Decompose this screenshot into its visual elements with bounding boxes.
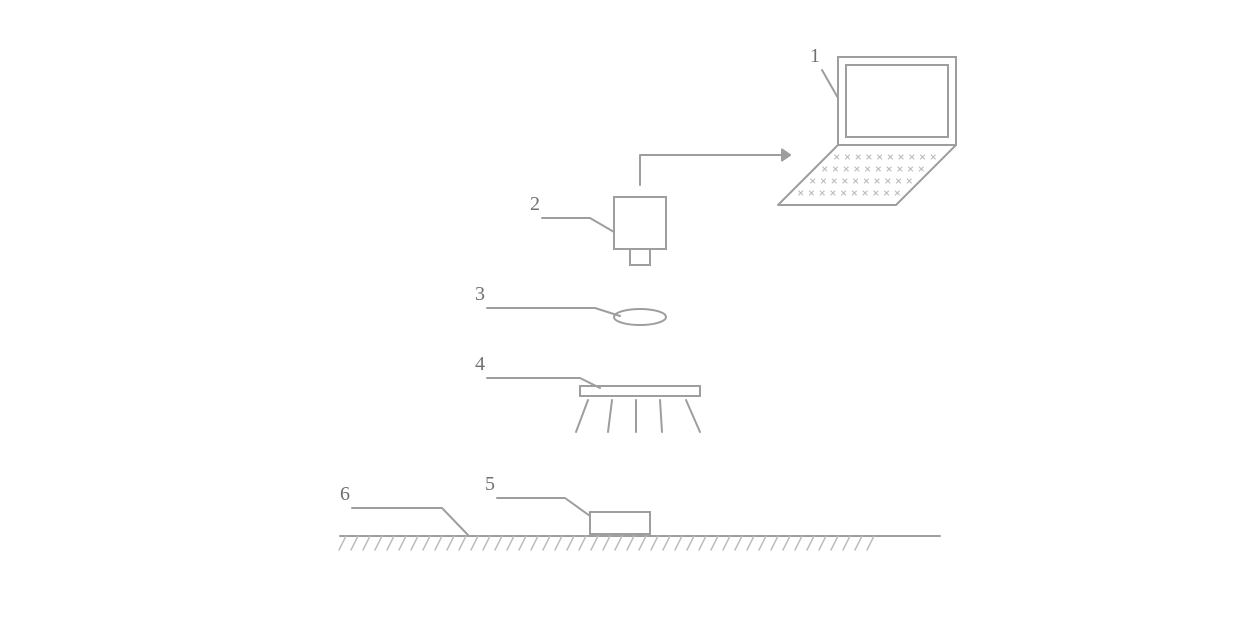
label-2: 2 bbox=[530, 193, 540, 215]
diagram-svg: 1 2 3 4 5 6 bbox=[0, 0, 1240, 624]
label-3: 3 bbox=[475, 283, 485, 305]
label-4: 4 bbox=[475, 353, 485, 375]
label-5: 5 bbox=[485, 473, 495, 495]
label-6: 6 bbox=[340, 483, 350, 505]
label-1: 1 bbox=[810, 45, 820, 67]
